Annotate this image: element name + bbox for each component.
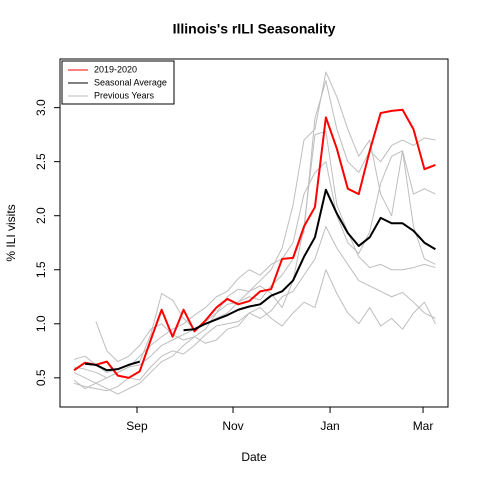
previous-year-line bbox=[95, 80, 436, 363]
x-axis-label: Date bbox=[241, 450, 267, 464]
previous-year-line bbox=[73, 130, 436, 373]
y-axis-label: % ILI visits bbox=[4, 204, 18, 261]
previous-year-line bbox=[73, 226, 436, 395]
legend-label: 2019-2020 bbox=[94, 64, 137, 74]
y-tick-label: 3.0 bbox=[34, 99, 48, 116]
y-tick-label: 2.0 bbox=[34, 207, 48, 224]
plot-frame bbox=[59, 58, 449, 408]
previous-year-line bbox=[73, 150, 436, 379]
series-line bbox=[84, 188, 436, 372]
y-tick-label: 0.5 bbox=[34, 369, 48, 386]
x-tick-label: Sep bbox=[126, 419, 148, 433]
series-line bbox=[73, 108, 436, 379]
y-tick-label: 1.0 bbox=[34, 315, 48, 332]
legend-label: Seasonal Average bbox=[94, 77, 167, 87]
x-tick-label: Jan bbox=[320, 419, 339, 433]
previous-year-line bbox=[73, 269, 436, 392]
previous-year-line bbox=[73, 71, 436, 390]
y-tick-label: 2.5 bbox=[34, 153, 48, 170]
y-tick-label: 1.5 bbox=[34, 261, 48, 278]
legend-label: Previous Years bbox=[94, 90, 155, 100]
x-tick-label: Mar bbox=[413, 419, 434, 433]
x-tick-label: Nov bbox=[222, 419, 243, 433]
chart-title: Illinois's rILI Seasonality bbox=[173, 21, 336, 37]
